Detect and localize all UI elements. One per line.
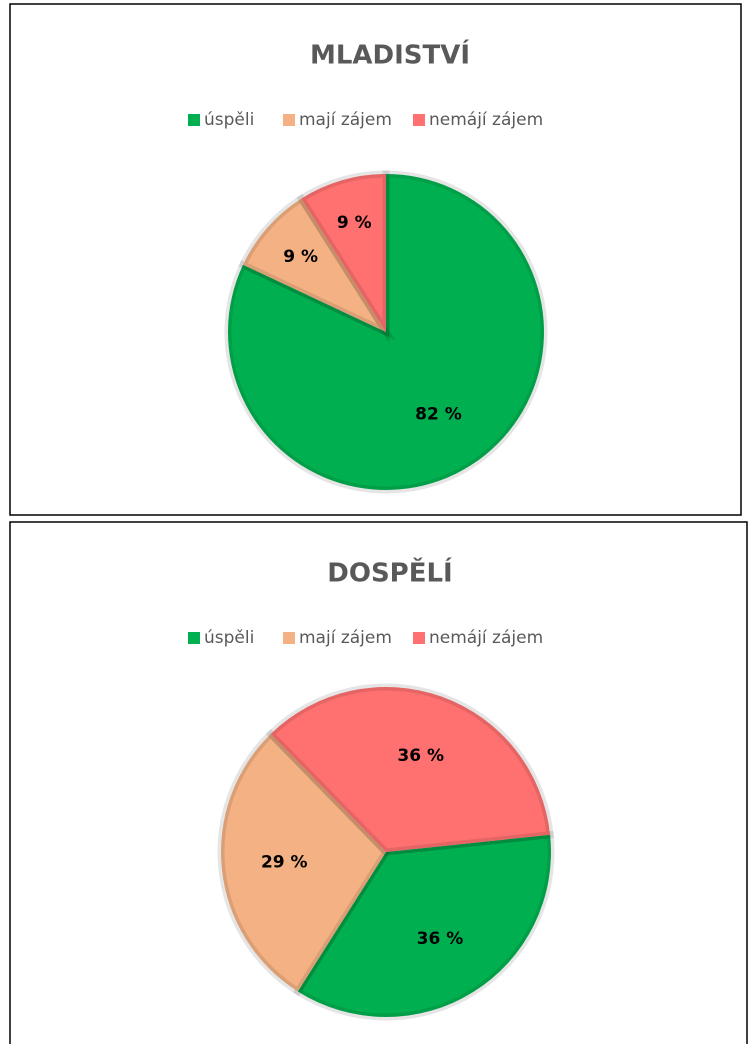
legend-label: nemájí zájem — [429, 110, 543, 130]
pie-slice — [265, 683, 554, 856]
pie-slice — [292, 830, 555, 1021]
pie-slice — [238, 193, 396, 341]
data-label: 29 % — [261, 853, 308, 873]
legend-label: úspěli — [204, 110, 254, 130]
legend-swatch — [283, 114, 295, 126]
data-label: 82 % — [415, 405, 462, 425]
legend-label: mají zájem — [299, 628, 392, 648]
data-label: 9 % — [337, 213, 372, 233]
pie-slice — [217, 728, 391, 997]
legend-label: mají zájem — [299, 110, 392, 130]
pie-slice — [296, 170, 390, 345]
legend-swatch — [283, 632, 295, 644]
legend-swatch — [413, 114, 425, 126]
legend-swatch — [188, 632, 200, 644]
legend-label: úspěli — [204, 628, 254, 648]
data-label: 36 % — [397, 746, 444, 766]
chart-title: DOSPĚLÍ — [327, 557, 452, 589]
legend-label: nemájí zájem — [429, 628, 543, 648]
data-label: 9 % — [283, 247, 318, 267]
chart-title: MLADISTVÍ — [310, 39, 470, 71]
legend-swatch — [188, 114, 200, 126]
pie-slice — [224, 170, 548, 494]
data-label: 36 % — [417, 929, 464, 949]
legend-swatch — [413, 632, 425, 644]
